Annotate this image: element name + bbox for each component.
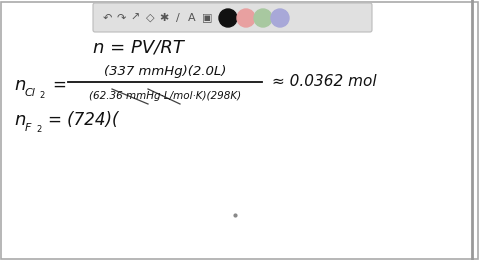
Text: ↷: ↷ xyxy=(116,13,126,23)
Text: ✱: ✱ xyxy=(159,13,168,23)
Text: (62.36 mmHg·L/mol·K)(298K): (62.36 mmHg·L/mol·K)(298K) xyxy=(89,91,241,101)
Circle shape xyxy=(271,9,289,27)
Text: 2: 2 xyxy=(36,126,41,134)
FancyBboxPatch shape xyxy=(93,3,372,32)
Text: /: / xyxy=(176,13,180,23)
Text: (337 mmHg)(2.0L): (337 mmHg)(2.0L) xyxy=(104,66,226,79)
Text: ↗: ↗ xyxy=(130,13,140,23)
Circle shape xyxy=(254,9,272,27)
Text: = (724)(: = (724)( xyxy=(48,111,119,129)
Text: 2: 2 xyxy=(39,90,44,100)
Text: ≈ 0.0362 mol: ≈ 0.0362 mol xyxy=(272,75,377,89)
Text: F: F xyxy=(25,123,31,133)
Text: n: n xyxy=(14,111,25,129)
Text: ▣: ▣ xyxy=(202,13,212,23)
Circle shape xyxy=(219,9,237,27)
Text: ◇: ◇ xyxy=(146,13,154,23)
Text: =: = xyxy=(52,76,66,94)
Text: ↶: ↶ xyxy=(102,13,112,23)
Text: n: n xyxy=(14,76,25,94)
Circle shape xyxy=(237,9,255,27)
Text: Cl: Cl xyxy=(25,88,36,98)
Text: A: A xyxy=(188,13,196,23)
Text: n = PV/RT: n = PV/RT xyxy=(93,38,183,56)
